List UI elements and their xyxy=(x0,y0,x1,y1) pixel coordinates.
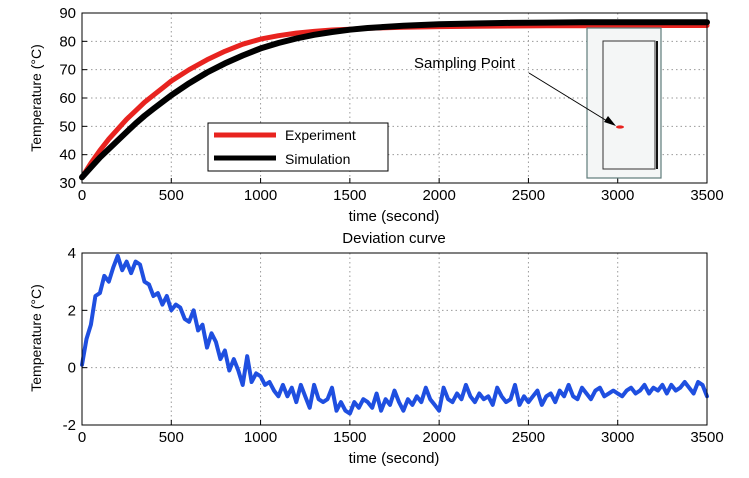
legend-label-simulation: Simulation xyxy=(285,151,350,167)
x-tick-label: 3500 xyxy=(690,187,723,204)
bottom-x-tick-labels: 0 500 1000 1500 2000 2500 3000 3500 xyxy=(78,429,724,446)
top-y-axis-label: Temperature (°C) xyxy=(28,44,44,152)
x-tick-label: 2500 xyxy=(512,187,545,204)
bottom-x-axis-label: time (second) xyxy=(349,450,440,467)
x-tick-label: 500 xyxy=(159,429,184,446)
y-tick-label: 60 xyxy=(59,90,76,107)
x-tick-label: 2500 xyxy=(512,429,545,446)
legend-label-experiment: Experiment xyxy=(285,127,356,143)
x-tick-label: 2000 xyxy=(422,429,455,446)
y-tick-label: 80 xyxy=(59,33,76,50)
x-tick-label: 3000 xyxy=(601,187,634,204)
x-tick-label: 1500 xyxy=(333,187,366,204)
figure: 0 500 1000 1500 2000 2500 3000 3500 30405060708… xyxy=(0,0,749,478)
x-tick-label: 2000 xyxy=(422,187,455,204)
bottom-y-axis-label: Temperature (°C) xyxy=(28,284,44,392)
x-tick-label: 3000 xyxy=(601,429,634,446)
sampling-point-annotation: Sampling Point xyxy=(414,55,516,72)
top-x-axis-label: time (second) xyxy=(349,208,440,225)
series-line-deviation xyxy=(82,256,707,414)
x-tick-label: 1500 xyxy=(333,429,366,446)
y-tick-label: 0 xyxy=(68,360,76,377)
top-y-tick-labels: 30 40 50 60 70 80 90 xyxy=(59,5,76,192)
y-tick-label: 90 xyxy=(59,5,76,22)
x-tick-label: 3500 xyxy=(690,429,723,446)
bottom-plot-frame xyxy=(82,253,707,425)
bottom-grid xyxy=(82,253,707,425)
bottom-y-tick-labels: -2 0 2 4 xyxy=(63,245,76,434)
top-x-tick-labels: 0 500 1000 1500 2000 2500 3000 3500 xyxy=(78,187,724,204)
x-tick-label: 500 xyxy=(159,187,184,204)
x-tick-label: 1000 xyxy=(244,429,277,446)
y-tick-label: 40 xyxy=(59,147,76,164)
sampling-point-marker xyxy=(616,125,624,128)
x-tick-label: 1000 xyxy=(244,187,277,204)
y-tick-label: 4 xyxy=(68,245,76,262)
x-tick-label: 0 xyxy=(78,187,86,204)
y-tick-label: 30 xyxy=(59,175,76,192)
deviation-chart: Deviation curve 0 500 1000 1500 2000 2500 3000… xyxy=(28,230,724,467)
x-tick-label: 0 xyxy=(78,429,86,446)
bottom-series-group xyxy=(82,256,707,414)
temperature-chart: 0 500 1000 1500 2000 2500 3000 3500 30 40 50 60 70 8… xyxy=(28,5,724,225)
y-tick-label: 70 xyxy=(59,62,76,79)
legend: Experiment Simulation xyxy=(208,123,388,171)
y-tick-label: 50 xyxy=(59,118,76,135)
y-tick-label: 2 xyxy=(68,302,76,319)
inset-geometry: Sampling Point xyxy=(414,28,661,178)
inset-inner-box xyxy=(603,41,655,169)
y-tick-label: -2 xyxy=(63,417,76,434)
deviation-title: Deviation curve xyxy=(342,230,445,247)
